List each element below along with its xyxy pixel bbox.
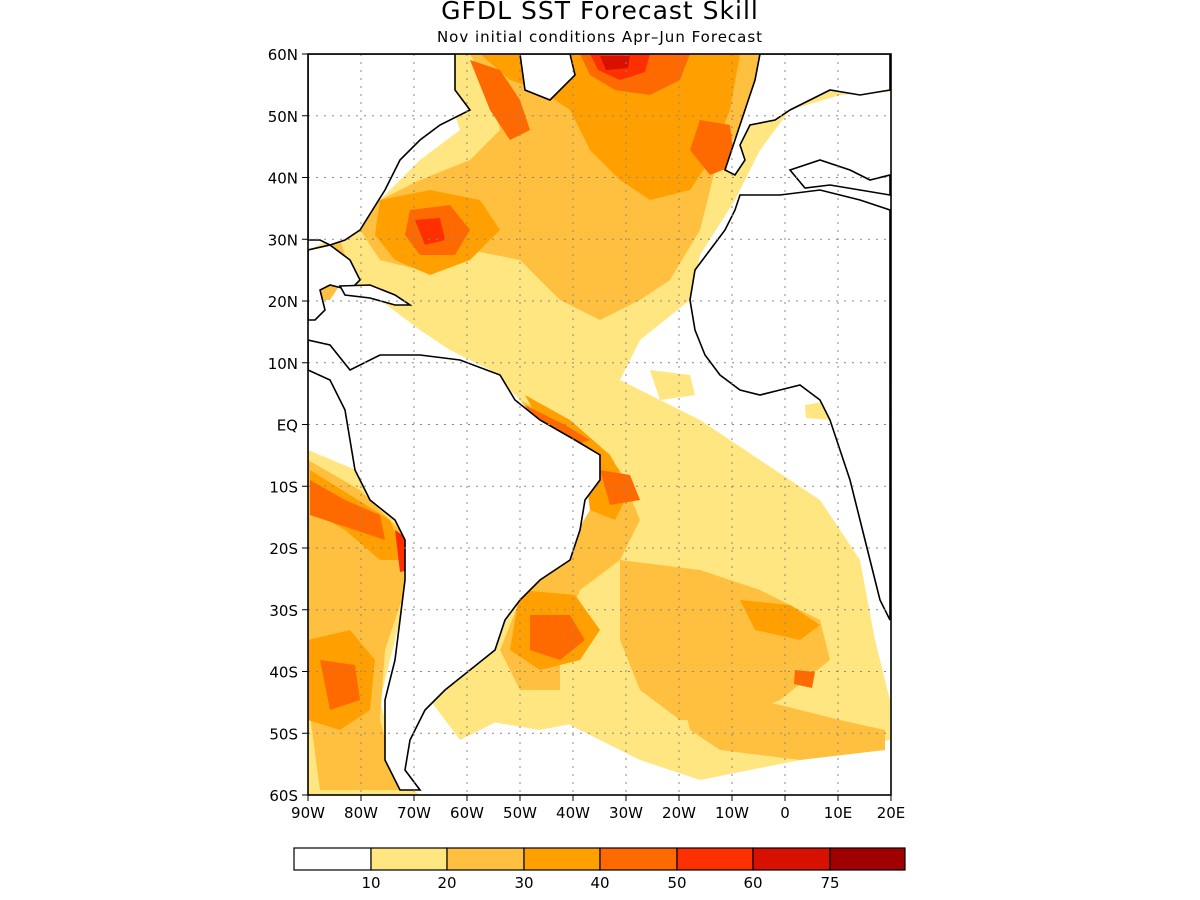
- lat-label: 50N: [268, 108, 298, 126]
- lon-label: 10E: [824, 804, 853, 822]
- map-subtitle: Nov initial conditions Apr–Jun Forecast: [436, 28, 764, 46]
- lat-label: 40S: [269, 664, 298, 682]
- colorbar-swatch-2: [446, 847, 525, 871]
- lon-label: 0: [780, 804, 790, 822]
- lat-label: 20S: [269, 540, 298, 558]
- lat-label: 30S: [269, 602, 298, 620]
- lon-label: 10W: [715, 804, 749, 822]
- lat-label: 30N: [268, 231, 298, 249]
- colorbar-swatch-3: [523, 847, 601, 871]
- skill-band-60-75: [600, 56, 630, 70]
- central-america: [308, 244, 361, 321]
- colorbar-label: 10: [361, 874, 380, 892]
- colorbar-label: 30: [514, 874, 533, 892]
- cuba: [338, 284, 413, 306]
- lon-label: 20W: [662, 804, 696, 822]
- lon-label: 50W: [503, 804, 537, 822]
- longitude-labels: 90W 80W 70W 60W 50W 40W 30W 20W 10W 0 10…: [291, 804, 905, 822]
- lon-label: 70W: [397, 804, 431, 822]
- lon-label: 60W: [450, 804, 484, 822]
- lat-label: 60S: [269, 787, 298, 805]
- colorbar-label: 60: [743, 874, 762, 892]
- lon-label: 90W: [291, 804, 325, 822]
- colorbar-swatch-0: [293, 847, 372, 871]
- lon-label: 20E: [877, 804, 906, 822]
- grid-lines: [308, 54, 891, 795]
- axis-ticks: [302, 53, 892, 801]
- map-title: GFDL SST Forecast Skill: [441, 0, 759, 25]
- south-america: [308, 339, 601, 791]
- lon-label: 80W: [344, 804, 378, 822]
- mediterranean-europe: [788, 159, 891, 196]
- lon-label: 30W: [609, 804, 643, 822]
- lat-label: 50S: [269, 725, 298, 743]
- colorbar-swatch-6: [752, 847, 831, 871]
- lat-label: EQ: [277, 417, 298, 435]
- lat-label: 10N: [268, 355, 298, 373]
- lon-label: 40W: [556, 804, 590, 822]
- europe: [724, 54, 891, 177]
- colorbar-label: 40: [590, 874, 609, 892]
- colorbar-swatch-4: [599, 847, 678, 871]
- colorbar-swatch-1: [370, 847, 448, 871]
- colorbar-swatch-7: [829, 847, 906, 871]
- colorbar: 10 20 30 40 50 60 75: [293, 847, 906, 892]
- north-america: [308, 54, 472, 246]
- coastlines: [308, 54, 891, 791]
- colorbar-label: 50: [667, 874, 686, 892]
- lat-label: 10S: [269, 478, 298, 496]
- colorbar-label: 20: [437, 874, 456, 892]
- africa: [689, 189, 891, 621]
- lat-label: 60N: [268, 46, 298, 64]
- lat-label: 40N: [268, 170, 298, 188]
- latitude-labels: 60N 50N 40N 30N 20N 10N EQ 10S 20S 30S 4…: [268, 46, 298, 805]
- colorbar-label: 75: [820, 874, 839, 892]
- colorbar-swatch-5: [676, 847, 754, 871]
- iceland: [519, 54, 576, 101]
- lat-label: 20N: [268, 293, 298, 311]
